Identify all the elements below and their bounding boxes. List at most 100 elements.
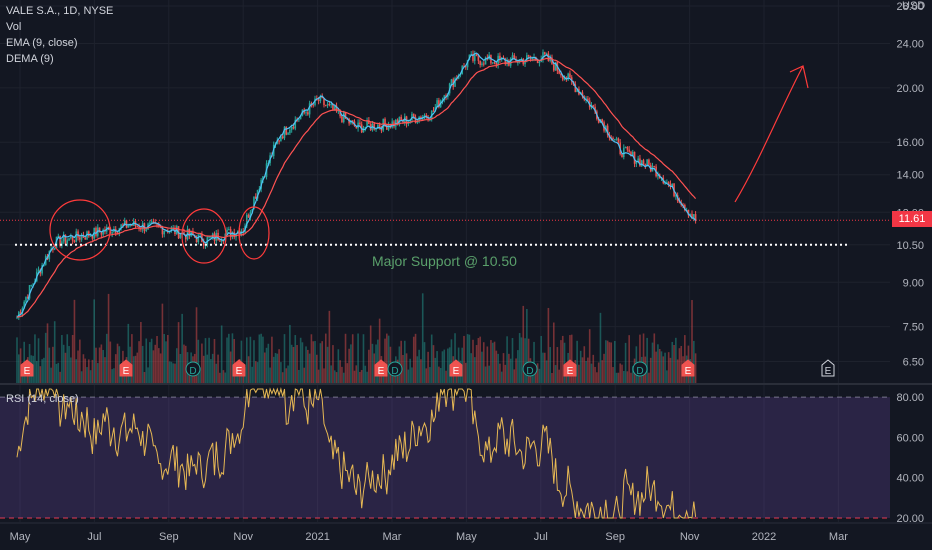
candle-body: [640, 160, 643, 167]
ema-legend[interactable]: EMA (9, close): [6, 37, 78, 49]
dividend-marker[interactable]: D: [185, 361, 201, 377]
volume-bar: [362, 334, 365, 383]
candle-body: [472, 53, 474, 61]
candle-body: [400, 116, 402, 121]
volume-bar: [44, 332, 47, 383]
candle-body: [52, 248, 54, 250]
candle-body: [326, 104, 329, 106]
candle-body: [621, 154, 623, 158]
volume-bar: [59, 371, 61, 383]
earnings-marker[interactable]: E: [232, 359, 246, 377]
time-tick-label: Mar: [829, 531, 848, 543]
price-tick-label: 7.50: [903, 322, 924, 334]
earnings-marker[interactable]: E: [374, 359, 388, 377]
candle-body: [517, 62, 519, 64]
volume-bar: [95, 347, 97, 383]
volume-bar: [344, 333, 347, 383]
candle-body: [427, 116, 429, 121]
rsi-legend[interactable]: RSI (14, close): [6, 393, 79, 405]
earnings-marker[interactable]: E: [681, 359, 695, 377]
earnings-marker[interactable]: E: [119, 359, 133, 377]
support-annotation[interactable]: Major Support @ 10.50: [372, 253, 517, 269]
candle-body: [25, 297, 27, 302]
price-axis[interactable]: 28.0024.0020.0016.0014.0012.0010.509.007…: [896, 1, 924, 368]
price-tick-label: 28.00: [896, 1, 924, 13]
candle-body: [465, 66, 467, 68]
dividend-marker[interactable]: D: [522, 361, 538, 377]
candle-body: [601, 119, 604, 123]
candle-body: [675, 195, 677, 197]
highlight-circle[interactable]: [181, 208, 227, 264]
volume-bar: [522, 305, 525, 383]
volume-bar: [210, 359, 212, 383]
highlight-circle[interactable]: [238, 206, 270, 260]
rsi-band: [0, 397, 890, 518]
rsi-axis[interactable]: 80.00 60.00 40.00 20.00: [896, 392, 924, 525]
candle-body: [289, 129, 291, 134]
time-axis[interactable]: May Jul Sep Nov 2021 Mar May Jul Sep Nov 2022 Mar: [10, 531, 849, 543]
volume-bar: [307, 349, 309, 383]
volume-bar: [658, 348, 661, 383]
candle-body: [280, 136, 282, 142]
user-drawings[interactable]: [0, 65, 890, 264]
candle-body: [199, 233, 201, 235]
volume-bar: [323, 368, 325, 383]
dividend-marker[interactable]: D: [387, 361, 403, 377]
dema-legend[interactable]: DEMA (9): [6, 53, 54, 65]
candle-body: [159, 226, 162, 228]
candle-body: [30, 284, 33, 286]
volume-legend[interactable]: Vol: [6, 21, 22, 33]
volume-bar: [524, 338, 526, 383]
volume-bar: [143, 372, 146, 383]
volume-bar: [267, 343, 270, 383]
volume-bar: [220, 325, 223, 383]
earnings-marker[interactable]: E: [449, 359, 463, 377]
candle-body: [671, 183, 674, 187]
volume-bar: [158, 348, 160, 383]
trend-arrow[interactable]: [734, 65, 809, 203]
volume-bar: [53, 321, 56, 383]
candle-body: [294, 119, 297, 129]
volume-bar: [346, 363, 349, 383]
volume-bar: [373, 353, 376, 383]
event-shape: [821, 359, 835, 377]
symbol-title[interactable]: VALE S.A., 1D, NYSE: [6, 5, 114, 17]
volume-bar: [181, 313, 183, 383]
candle-body: [614, 139, 616, 141]
volume-bar: [299, 337, 302, 383]
candle-body: [16, 317, 18, 319]
volume-bar: [585, 360, 587, 383]
volume-bar: [321, 341, 323, 383]
volume-bar: [114, 354, 117, 383]
volume-bar: [127, 323, 130, 383]
last-price-badge: 11.61: [892, 211, 932, 227]
volume-bar: [274, 352, 277, 383]
earnings-marker[interactable]: E: [563, 359, 577, 377]
volume-bar: [535, 366, 537, 383]
candle-body: [667, 182, 670, 184]
candle-body: [549, 57, 551, 61]
candle-body: [86, 231, 88, 240]
highlight-circle[interactable]: [49, 199, 111, 261]
volume-bar: [651, 342, 654, 383]
dividend-marker[interactable]: D: [632, 361, 648, 377]
volume-bar: [333, 370, 336, 383]
candle-body: [256, 189, 259, 199]
earnings-marker[interactable]: E: [20, 359, 34, 377]
volume-bar: [283, 334, 286, 383]
candle-body: [262, 176, 264, 180]
candle-body: [355, 126, 358, 129]
volume-bar: [475, 345, 478, 383]
rsi-line: [16, 387, 697, 519]
volume-bar: [569, 335, 571, 383]
volume-bar: [199, 367, 201, 383]
event-letter: E: [825, 366, 832, 377]
volume-bar: [233, 339, 236, 383]
volume-bar: [578, 364, 580, 383]
volume-bar: [350, 344, 352, 383]
volume-bar: [272, 356, 275, 383]
event-letter: D: [526, 366, 533, 377]
earnings-marker[interactable]: E: [821, 359, 835, 377]
